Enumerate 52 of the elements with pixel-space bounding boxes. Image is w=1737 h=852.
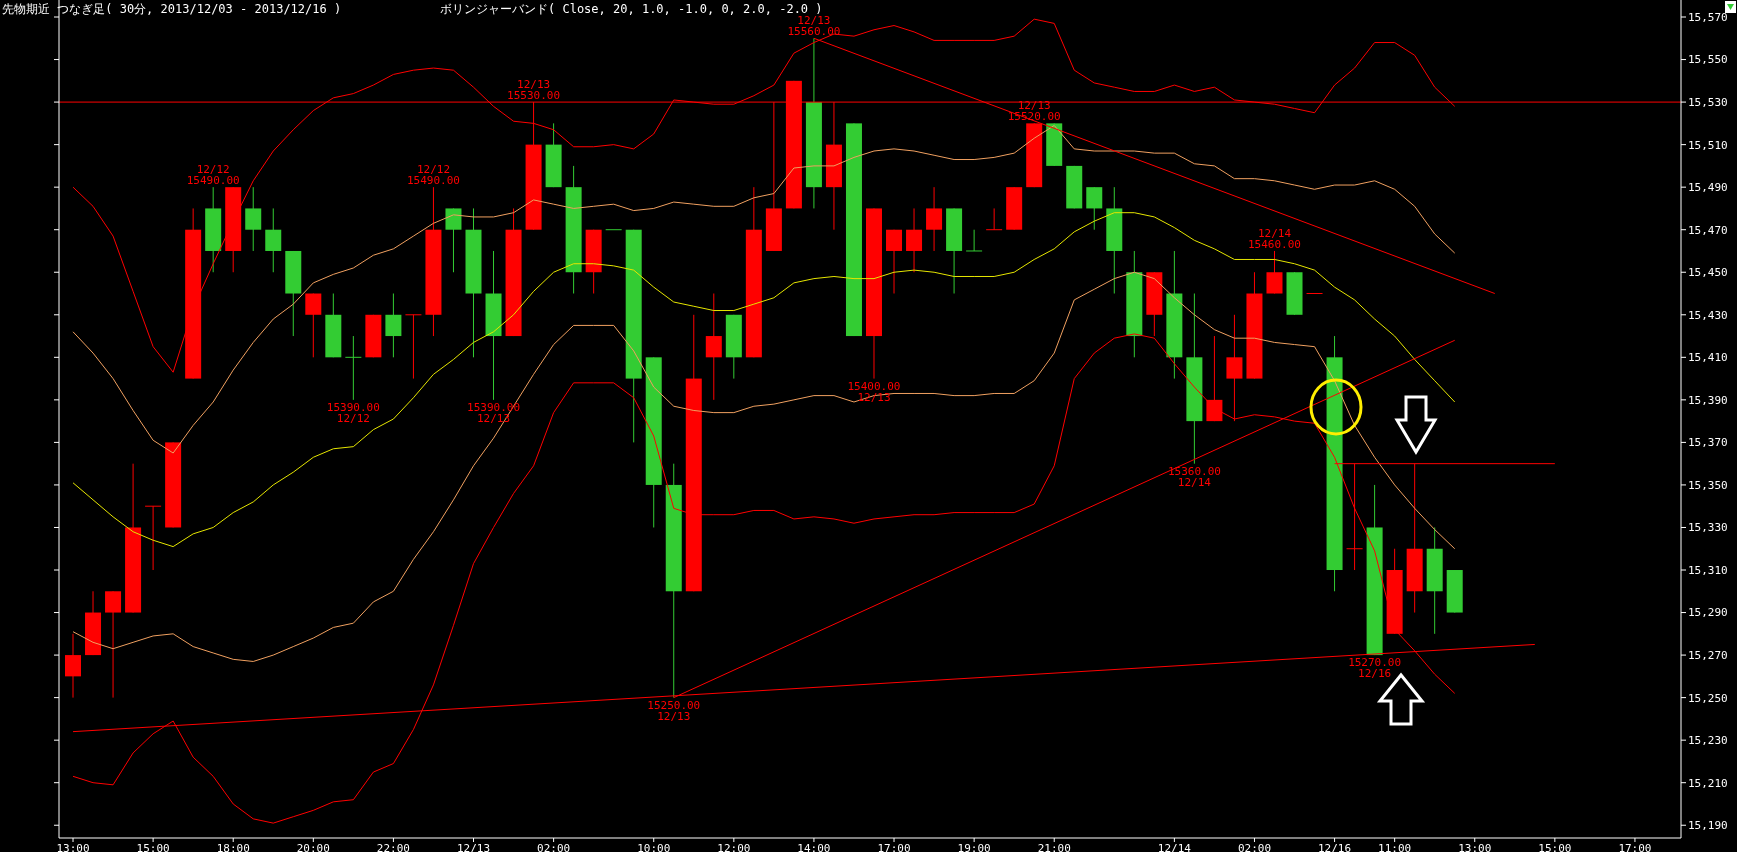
- annotation: 15360.00 12/14: [1167, 464, 1221, 489]
- x-tick-label: 12/13: [456, 841, 491, 852]
- y-tick-label: 15,450: [1688, 266, 1728, 280]
- y-tick-label: 15,390: [1688, 393, 1728, 407]
- x-tick-label: 02:00: [537, 841, 571, 852]
- x-tick-label: 13:00: [56, 841, 90, 852]
- annotation: 15390.00 12/13: [467, 400, 521, 425]
- y-tick-label: 15,550: [1688, 53, 1728, 67]
- y-tick-label: 15,430: [1688, 308, 1728, 322]
- x-tick-label: 21:00: [1037, 841, 1071, 852]
- x-tick-label: 12/16: [1318, 841, 1352, 852]
- y-tick-label: 15,310: [1688, 563, 1728, 577]
- x-tick-label: 11:00: [1378, 841, 1412, 852]
- annotation: 15250.00 12/13: [647, 698, 701, 723]
- y-tick-label: 15,470: [1688, 223, 1728, 237]
- y-tick-label: 15,510: [1688, 138, 1728, 152]
- chart-subtitle: ボリンジャーバンド( Close, 20, 1.0, -1.0, 0, 2.0, -2.0 ): [440, 2, 823, 16]
- x-tick-label: 22:00: [376, 841, 410, 852]
- annotation: 15270.00 12/16: [1348, 656, 1402, 681]
- annotation: 12/12 15490.00: [186, 163, 240, 188]
- x-tick-label: 13:00: [1458, 841, 1492, 852]
- y-tick-label: 15,270: [1688, 648, 1728, 662]
- y-tick-label: 15,210: [1688, 776, 1728, 790]
- x-tick-label: 18:00: [216, 841, 250, 852]
- y-tick-label: 15,250: [1688, 691, 1728, 705]
- y-tick-label: 15,490: [1688, 181, 1728, 195]
- y-tick-label: 15,330: [1688, 521, 1728, 535]
- y-tick-label: 15,290: [1688, 606, 1728, 620]
- y-tick-label: 15,370: [1688, 436, 1728, 450]
- annotation: 12/13 15530.00: [507, 78, 561, 103]
- x-tick-label: 12/14: [1157, 841, 1192, 852]
- x-tick-label: 10:00: [637, 841, 671, 852]
- y-tick-label: 15,230: [1688, 734, 1728, 748]
- y-tick-label: 15,410: [1688, 351, 1728, 365]
- annotation: 15390.00 12/12: [326, 400, 380, 425]
- annotation: 12/14 15460.00: [1248, 226, 1301, 251]
- annotation: 12/12 15490.00: [406, 163, 460, 188]
- chart-title: 先物期近 つなぎ足( 30分, 2013/12/03 - 2013/12/16 ): [2, 2, 342, 16]
- x-tick-label: 17:00: [877, 841, 911, 852]
- x-tick-label: 15:00: [1538, 841, 1572, 852]
- y-tick-label: 15,530: [1688, 96, 1728, 109]
- x-tick-label: 19:00: [957, 841, 991, 852]
- y-tick-label: 15,190: [1688, 819, 1728, 833]
- x-tick-label: 15:00: [136, 841, 170, 852]
- x-tick-label: 20:00: [296, 841, 330, 852]
- x-tick-label: 12:00: [717, 841, 751, 852]
- y-tick-label: 15,350: [1688, 478, 1728, 492]
- annotation: 12/13 15560.00: [787, 14, 841, 39]
- y-tick-label: 15,570: [1688, 10, 1728, 24]
- x-tick-label: 17:00: [1618, 841, 1652, 852]
- x-tick-label: 02:00: [1237, 841, 1272, 852]
- x-tick-label: 14:00: [797, 841, 831, 852]
